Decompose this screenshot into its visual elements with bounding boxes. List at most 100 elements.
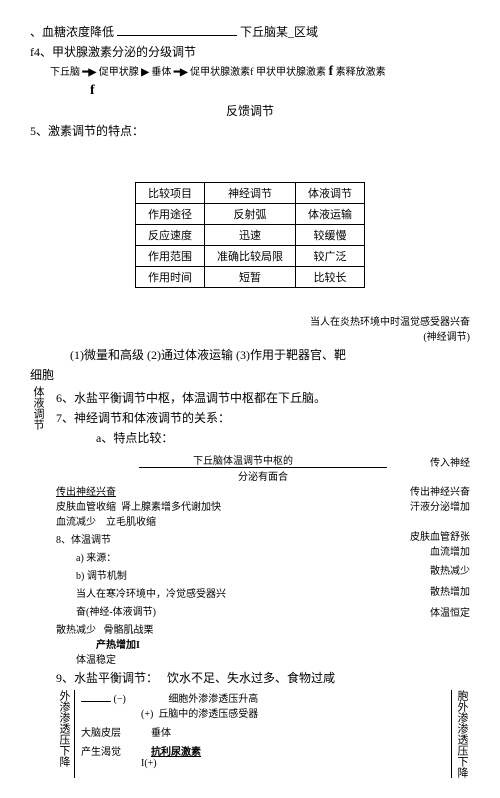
n2: 垂体: [151, 67, 171, 78]
row-shiver: 散热减少 骨骼肌战栗: [56, 621, 470, 636]
q4b: 散热减少: [56, 625, 96, 636]
t5: 奋(神经-体液调节): [76, 603, 226, 618]
n4: 抗利尿激素: [151, 743, 201, 758]
p4: 立毛肌收缩: [106, 517, 156, 528]
vr: 胞外渗渗透压下降: [451, 690, 470, 778]
r1: 骨骼肌战栗: [104, 625, 154, 636]
c: 作用途径: [136, 204, 205, 225]
f-mark: f: [90, 83, 470, 99]
hline: 分泌有面合: [139, 467, 387, 483]
points123: (1)微量和高级 (2)通过体液运输 (3)作用于靶器官、靶: [70, 346, 470, 363]
sec7: 7、神经调节和体液调节的关系：: [56, 409, 470, 426]
body-flex: 体液调节 6、水盐平衡调节中枢，体温调节中枢都在下丘脑。 7、神经调节和体液调节…: [30, 386, 470, 778]
sec5: 5、激素调节的特点：: [30, 122, 470, 139]
s9t: 9、水盐平衡调节：: [56, 671, 158, 685]
t4: 当人在寒冷环境中，冷觉感受器兴: [76, 585, 226, 600]
f1: f: [328, 64, 333, 79]
c: 准确比较局限: [205, 246, 296, 267]
c: 较缓慢: [296, 225, 365, 246]
p3: 血流减少: [56, 517, 96, 528]
txt-a: 、血糖浓度降低: [30, 25, 114, 39]
fbold: f: [90, 83, 95, 98]
txt-b: 下丘脑某_区域: [240, 25, 318, 39]
th0: 比较项目: [136, 183, 205, 204]
q4: 散热减少: [410, 562, 470, 577]
row-eff2: 血流减少 立毛肌收缩: [56, 513, 470, 528]
n4: 甲状甲状腺激素: [256, 67, 326, 78]
table-row: 比较项目 神经调节 体液调节: [136, 183, 365, 204]
c3: 丘脑中的渗透压感受器: [158, 709, 258, 720]
hyp: 下丘脑体温调节中枢的 传入神经: [56, 452, 470, 467]
n3: 促甲状腺激素f: [190, 67, 253, 78]
c: 作用时间: [136, 267, 205, 288]
c: 反应速度: [136, 225, 205, 246]
q2: 血流增加: [410, 543, 470, 558]
plus1: (+) 丘脑中的渗透压感受器: [141, 705, 445, 720]
blank-line: [117, 35, 237, 36]
fd: 传出神经兴奋: [56, 483, 116, 498]
sec6: 6、水盐平衡调节中枢，体温调节中枢都在下丘脑。: [56, 389, 470, 406]
th1: 神经调节: [205, 183, 296, 204]
n2: 垂体: [151, 724, 171, 739]
arrow2: ▶: [141, 67, 149, 78]
c: 比较长: [296, 267, 365, 288]
th2: 体液调节: [296, 183, 365, 204]
n0: 下丘脑: [50, 67, 80, 78]
table-row: 反应速度迅速较缓慢: [136, 225, 365, 246]
fb: 分泌有面合: [238, 472, 288, 483]
t1: 8、体温调节: [56, 531, 226, 546]
arrow3: ━▶: [174, 67, 190, 78]
n3: 产生渴觉: [81, 743, 121, 758]
row-8: 8、体温调节 a) 来源： b) 调节机制 当人在寒冷环境中，冷觉感受器兴 奋(…: [56, 528, 470, 621]
flow-tier: 下丘脑 ━▶ 促甲状腺 ▶ 垂体 ━▶ 促甲状腺激素f 甲状甲状腺激素 f 素释…: [50, 63, 470, 80]
hline2: [81, 701, 111, 702]
row-eff: 皮肤血管收缩 肾上腺素增多代谢加快 汗液分泌增加: [56, 498, 470, 513]
fe: 传出神经兴奋: [410, 483, 470, 498]
n5: I(+): [141, 758, 445, 769]
sec7a: a、特点比较：: [96, 429, 470, 446]
t3: b) 调节机制: [76, 567, 226, 582]
c2: 细胞外渗渗透压升高: [168, 694, 258, 705]
p2: 肾上腺素增多代谢加快: [121, 502, 221, 513]
q3: 散热增加: [410, 583, 470, 598]
n1: 促甲状腺: [99, 67, 139, 78]
line-f4: f4、甲状腺激素分泌的分级调节: [30, 43, 470, 60]
r2: 产热增加I: [96, 636, 470, 651]
p1: 皮肤血管收缩: [56, 502, 116, 513]
m2: (神经调节): [423, 332, 470, 343]
table-row: 作用时间短暂比较长: [136, 267, 365, 288]
cells-word: 细胞: [30, 366, 470, 383]
c: 短暂: [205, 267, 296, 288]
c: 迅速: [205, 225, 296, 246]
c: 体液运输: [296, 204, 365, 225]
c: 反射弧: [205, 204, 296, 225]
vl: 外渗渗透压下降: [56, 690, 75, 778]
table-row: 作用范围准确比较局限较广泛: [136, 246, 365, 267]
row-out: 传出神经兴奋 传出神经兴奋: [56, 483, 470, 498]
arrow: ━▶: [83, 67, 97, 78]
fc: 传入神经: [430, 454, 470, 469]
p5: 汗液分泌增加: [410, 498, 470, 513]
sec9: 9、水盐平衡调节： 饮水不足、失水过多、食物过咸: [56, 669, 470, 686]
s9c1: 饮水不足、失水过多、食物过咸: [167, 671, 335, 685]
m1: 当人在炎热环境中时温觉感受器兴奋: [310, 317, 470, 328]
minus: (−): [114, 694, 126, 705]
osmosis-flow: 外渗渗透压下降 (−) 细胞外渗渗透压升高 (+) 丘脑中的渗透压感受器 大脑皮…: [56, 690, 470, 778]
compare-table: 比较项目 神经调节 体液调节 作用途径反射弧体液运输 反应速度迅速较缓慢 作用范…: [135, 182, 365, 288]
n1: 大脑皮层: [81, 724, 121, 739]
vert-label: 体液调节: [30, 386, 46, 430]
n5: 素释放激素: [336, 67, 386, 78]
c: 作用范围: [136, 246, 205, 267]
feedback: 反馈调节: [30, 102, 470, 119]
t2: a) 来源：: [76, 549, 226, 564]
fa: 下丘脑体温调节中枢的: [193, 456, 293, 467]
c: 较广泛: [296, 246, 365, 267]
q1: 皮肤血管舒张: [410, 528, 470, 543]
r3: 体温稳定: [76, 651, 470, 666]
out-row: 产生渴觉 抗利尿激素: [81, 743, 445, 758]
q5: 体温恒定: [410, 604, 470, 619]
flow-diagram: 下丘脑体温调节中枢的 传入神经 分泌有面合 传出神经兴奋 传出神经兴奋 皮肤血管…: [56, 452, 470, 666]
plus: (+): [141, 709, 153, 720]
brain-row: 大脑皮层 垂体: [81, 724, 445, 739]
table-row: 作用途径反射弧体液运输: [136, 204, 365, 225]
